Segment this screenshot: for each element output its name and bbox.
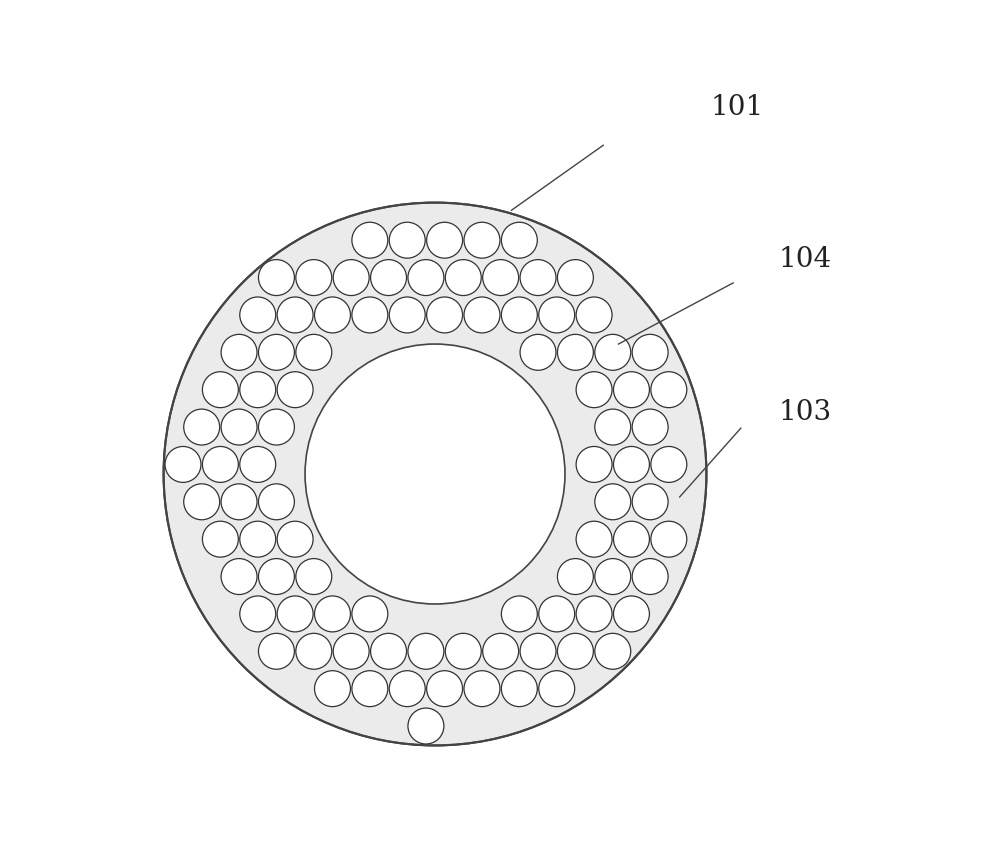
Circle shape (632, 335, 668, 370)
Text: 101: 101 (710, 93, 764, 120)
Circle shape (501, 297, 537, 333)
Circle shape (371, 260, 407, 295)
Circle shape (352, 596, 388, 632)
Circle shape (595, 633, 631, 669)
Circle shape (595, 558, 631, 595)
Circle shape (520, 633, 556, 669)
Circle shape (408, 708, 444, 744)
Circle shape (595, 409, 631, 445)
Circle shape (557, 633, 593, 669)
Circle shape (539, 596, 575, 632)
Circle shape (576, 447, 612, 483)
Circle shape (240, 372, 276, 408)
Circle shape (632, 484, 668, 520)
Circle shape (427, 297, 463, 333)
Circle shape (576, 372, 612, 408)
Circle shape (445, 260, 481, 295)
Circle shape (221, 335, 257, 370)
Circle shape (221, 409, 257, 445)
Circle shape (296, 260, 332, 295)
Circle shape (352, 222, 388, 258)
Circle shape (464, 297, 500, 333)
Circle shape (445, 633, 481, 669)
Circle shape (483, 260, 519, 295)
Circle shape (315, 596, 350, 632)
Circle shape (258, 558, 294, 595)
Circle shape (277, 297, 313, 333)
Circle shape (333, 633, 369, 669)
Circle shape (557, 558, 593, 595)
Circle shape (202, 372, 238, 408)
Circle shape (576, 521, 612, 557)
Circle shape (651, 521, 687, 557)
Circle shape (389, 222, 425, 258)
Circle shape (539, 297, 575, 333)
Circle shape (613, 596, 649, 632)
Circle shape (595, 484, 631, 520)
Circle shape (165, 447, 201, 483)
Circle shape (258, 633, 294, 669)
Circle shape (240, 521, 276, 557)
Circle shape (371, 633, 407, 669)
Circle shape (464, 222, 500, 258)
Circle shape (296, 335, 332, 370)
Circle shape (520, 260, 556, 295)
Circle shape (258, 409, 294, 445)
Circle shape (240, 297, 276, 333)
Circle shape (595, 335, 631, 370)
Circle shape (315, 670, 350, 706)
Circle shape (651, 447, 687, 483)
Circle shape (389, 297, 425, 333)
Circle shape (202, 447, 238, 483)
Circle shape (315, 297, 350, 333)
Circle shape (613, 521, 649, 557)
Circle shape (296, 558, 332, 595)
Circle shape (202, 521, 238, 557)
Circle shape (258, 335, 294, 370)
Circle shape (408, 633, 444, 669)
Circle shape (520, 335, 556, 370)
Circle shape (576, 596, 612, 632)
Text: 103: 103 (779, 399, 832, 426)
Circle shape (277, 596, 313, 632)
Circle shape (240, 596, 276, 632)
Circle shape (427, 222, 463, 258)
Circle shape (501, 222, 537, 258)
Circle shape (613, 372, 649, 408)
Circle shape (408, 260, 444, 295)
Circle shape (483, 633, 519, 669)
Circle shape (427, 670, 463, 706)
Circle shape (240, 447, 276, 483)
Circle shape (352, 670, 388, 706)
Circle shape (277, 521, 313, 557)
Circle shape (296, 633, 332, 669)
Circle shape (277, 372, 313, 408)
Circle shape (651, 372, 687, 408)
Circle shape (557, 335, 593, 370)
Circle shape (258, 484, 294, 520)
Circle shape (221, 558, 257, 595)
Circle shape (184, 484, 220, 520)
Circle shape (613, 447, 649, 483)
Circle shape (501, 670, 537, 706)
Text: 104: 104 (779, 246, 832, 273)
Circle shape (258, 260, 294, 295)
Circle shape (305, 344, 565, 604)
Circle shape (221, 484, 257, 520)
Circle shape (576, 297, 612, 333)
Circle shape (632, 558, 668, 595)
Circle shape (184, 409, 220, 445)
Circle shape (632, 409, 668, 445)
Circle shape (333, 260, 369, 295)
Circle shape (464, 670, 500, 706)
Circle shape (389, 670, 425, 706)
Circle shape (557, 260, 593, 295)
Circle shape (501, 596, 537, 632)
Circle shape (539, 670, 575, 706)
Circle shape (164, 203, 706, 745)
Circle shape (352, 297, 388, 333)
